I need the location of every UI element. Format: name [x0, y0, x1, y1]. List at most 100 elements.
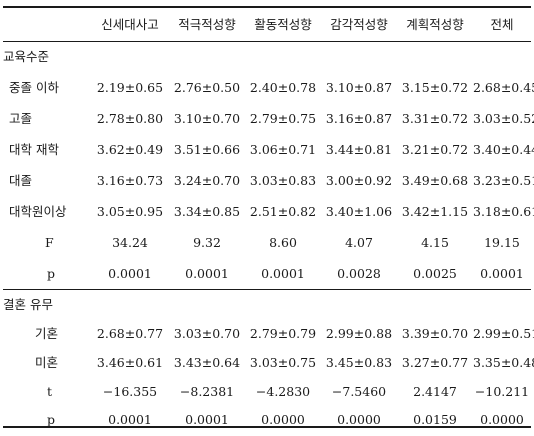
row-label: 대학 재학	[9, 142, 59, 157]
table-cell: 3.21±0.72	[401, 142, 469, 157]
table-cell: 0.0001	[108, 412, 152, 427]
table-cell: 3.03±0.52	[473, 111, 534, 126]
table-cell: 3.03±0.70	[173, 326, 241, 341]
table-row: p 0.0001 0.0001 0.0001 0.0028 0.0025 0.0…	[3, 259, 531, 289]
table-cell: 3.27±0.77	[401, 355, 469, 370]
table-row: p 0.0001 0.0001 0.0000 0.0000 0.0159 0.0…	[3, 405, 531, 435]
table-cell: 3.51±0.66	[173, 142, 241, 157]
table-cell: −8.2381	[179, 384, 235, 399]
table-cell: 3.03±0.83	[249, 173, 317, 188]
table-cell: −10.211	[474, 384, 530, 399]
header-col-1: 신세대사고	[101, 17, 159, 32]
table-cell: 4.15	[421, 235, 449, 250]
header-rule	[3, 41, 531, 42]
table-cell: 9.32	[193, 235, 221, 250]
table-top-rule	[3, 6, 531, 8]
table-row: 미혼 3.46±0.61 3.43±0.64 3.03±0.75 3.45±0.…	[3, 348, 534, 378]
row-label: p	[47, 412, 56, 427]
table-cell: 3.10±0.70	[173, 111, 241, 126]
table-cell: 0.0025	[413, 266, 457, 281]
table-cell: 2.4147	[413, 384, 457, 399]
row-label: 대학원이상	[9, 204, 67, 219]
table-cell: 0.0000	[337, 412, 381, 427]
table-row: 고졸 2.78±0.80 3.10±0.70 2.79±0.75 3.16±0.…	[3, 104, 534, 134]
table-row: 대학원이상 3.05±0.95 3.34±0.85 2.51±0.82 3.40…	[3, 197, 534, 227]
table-cell: 3.44±0.81	[325, 142, 393, 157]
header-col-4: 감각적성향	[330, 17, 388, 32]
table-cell: 3.03±0.75	[249, 355, 317, 370]
header-col-3: 활동적성향	[254, 17, 312, 32]
table-cell: 3.05±0.95	[96, 204, 164, 219]
table-cell: 3.15±0.72	[401, 80, 469, 95]
table-cell: 2.99±0.51	[473, 326, 534, 341]
table-bottom-rule	[3, 426, 531, 428]
table-cell: 0.0001	[108, 266, 152, 281]
table-cell: 0.0001	[185, 266, 229, 281]
table-cell: 3.46±0.61	[96, 355, 164, 370]
table-row: F 34.24 9.32 8.60 4.07 4.15 19.15	[3, 228, 531, 258]
table-cell: 0.0000	[480, 412, 524, 427]
table-cell: 8.60	[269, 235, 297, 250]
table-cell: 3.31±0.72	[401, 111, 469, 126]
table-cell: 3.42±1.15	[401, 204, 469, 219]
table-cell: 3.16±0.73	[96, 173, 164, 188]
row-label: 중졸 이하	[9, 80, 59, 95]
table-cell: 3.62±0.49	[96, 142, 164, 157]
table-cell: 2.76±0.50	[173, 80, 241, 95]
table-cell: 3.10±0.87	[325, 80, 393, 95]
table-cell: 3.43±0.64	[173, 355, 241, 370]
table-cell: 0.0000	[261, 412, 305, 427]
table-cell: −4.2830	[255, 384, 311, 399]
table-cell: 0.0001	[185, 412, 229, 427]
table-cell: 0.0159	[413, 412, 457, 427]
table-cell: 3.00±0.92	[325, 173, 393, 188]
table-row: 대학 재학 3.62±0.49 3.51±0.66 3.06±0.71 3.44…	[3, 135, 534, 165]
table-cell: 2.68±0.77	[96, 326, 164, 341]
table-cell: 3.39±0.70	[401, 326, 469, 341]
row-label: 고졸	[9, 111, 33, 126]
table-cell: 19.15	[484, 235, 520, 250]
table-cell: 34.24	[112, 235, 148, 250]
table-cell: 3.40±0.44	[473, 142, 534, 157]
row-label: 미혼	[35, 355, 59, 370]
table-cell: 3.18±0.61	[473, 204, 534, 219]
table-cell: 2.19±0.65	[96, 80, 164, 95]
table-cell: 3.23±0.51	[473, 173, 534, 188]
table-cell: −16.355	[102, 384, 158, 399]
table-cell: −7.5460	[331, 384, 387, 399]
table-row: 기혼 2.68±0.77 3.03±0.70 2.79±0.79 2.99±0.…	[3, 319, 534, 349]
table-cell: 2.79±0.79	[249, 326, 317, 341]
table-cell: 3.24±0.70	[173, 173, 241, 188]
table-cell: 3.16±0.87	[325, 111, 393, 126]
row-label: F	[45, 235, 54, 250]
header-col-5: 계획적성향	[406, 17, 464, 32]
table-header-row: 신세대사고 적극적성향 활동적성향 감각적성향 계획적성향 전체	[3, 10, 531, 40]
table-cell: 3.49±0.68	[401, 173, 469, 188]
table-cell: 0.0028	[337, 266, 381, 281]
table-cell: 0.0001	[480, 266, 524, 281]
table-cell: 3.35±0.48	[473, 355, 534, 370]
section-heading-row: 결혼 유무	[3, 290, 531, 320]
table-cell: 4.07	[345, 235, 373, 250]
table-cell: 3.34±0.85	[173, 204, 241, 219]
section-divider	[3, 289, 531, 290]
section-title-marital: 결혼 유무	[3, 297, 53, 312]
row-label: p	[47, 266, 56, 281]
row-label: 대졸	[9, 173, 33, 188]
header-col-6: 전체	[490, 17, 514, 32]
table-cell: 2.51±0.82	[249, 204, 317, 219]
table-cell: 2.78±0.80	[96, 111, 164, 126]
table-cell: 3.06±0.71	[249, 142, 317, 157]
table-cell: 3.40±1.06	[325, 204, 393, 219]
table-cell: 2.68±0.45	[473, 80, 534, 95]
row-label: t	[47, 384, 53, 399]
row-label: 기혼	[35, 326, 59, 341]
table-row: t −16.355 −8.2381 −4.2830 −7.5460 2.4147…	[3, 377, 531, 407]
table-cell: 2.99±0.88	[325, 326, 393, 341]
section-title-education: 교육수준	[3, 49, 50, 64]
table-cell: 2.40±0.78	[249, 80, 317, 95]
section-heading-row: 교육수준	[3, 42, 531, 72]
table-cell: 2.79±0.75	[249, 111, 317, 126]
table-cell: 3.45±0.83	[325, 355, 393, 370]
table-row: 중졸 이하 2.19±0.65 2.76±0.50 2.40±0.78 3.10…	[3, 73, 534, 103]
